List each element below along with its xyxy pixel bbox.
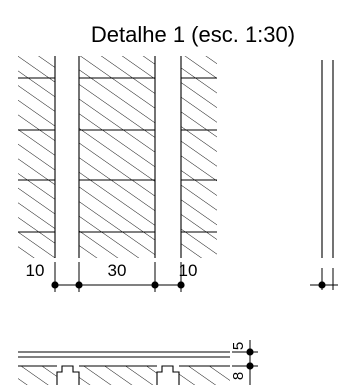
plan-dimension-chain: 10 30 10: [26, 261, 198, 292]
left-wall-leaf: [18, 56, 56, 258]
dimension-top-layer: 5: [230, 342, 247, 350]
dimension-lower-layer: 8: [230, 372, 247, 380]
section-dimension-chain: 5 8: [230, 340, 258, 385]
right-wall-leaf: [180, 56, 217, 258]
adjacent-detail-fragment: [310, 60, 338, 290]
dimension-right-leaf: 10: [179, 261, 198, 280]
dimension-left-leaf: 10: [26, 261, 45, 280]
detail-title: Detalhe 1 (esc. 1:30): [91, 22, 295, 47]
middle-wall-leaf: [78, 56, 156, 258]
dimension-middle-leaf: 30: [108, 261, 127, 280]
section-strip: [18, 351, 230, 385]
